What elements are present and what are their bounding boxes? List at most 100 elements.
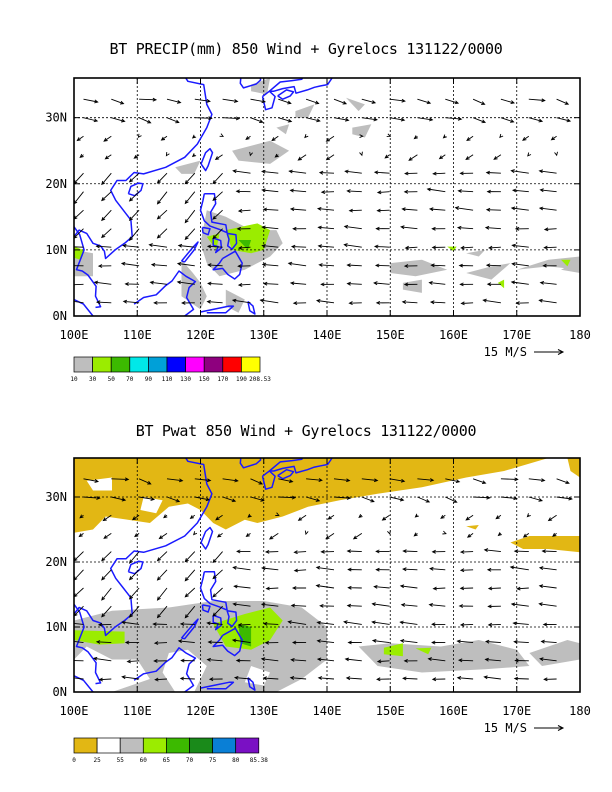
wind-arrow xyxy=(153,658,168,663)
coastline xyxy=(133,647,197,692)
wind-arrow xyxy=(472,98,486,105)
wind-arrow xyxy=(158,533,168,540)
wind-arrow xyxy=(206,657,223,662)
wind-arrow xyxy=(319,603,335,608)
shaded-region xyxy=(561,259,571,267)
wind-arrow xyxy=(376,190,390,195)
wind-arrow xyxy=(92,656,112,662)
x-tick-label: 120E xyxy=(186,328,215,342)
colorbar-swatch xyxy=(189,737,213,754)
colorbar-swatch xyxy=(185,356,205,373)
wind-arrow xyxy=(413,135,419,140)
colorbar-swatch xyxy=(73,737,98,754)
shaded-region xyxy=(466,525,479,530)
wind-arrow xyxy=(232,602,251,607)
wind-arrow xyxy=(465,154,474,160)
wind-arrow xyxy=(264,640,279,645)
wind-arrow xyxy=(327,514,335,520)
wind-arrow xyxy=(212,172,223,185)
wind-arrow xyxy=(231,298,251,304)
wind-arrow xyxy=(180,658,195,663)
colorbar-label: 75 xyxy=(209,757,217,764)
wind-arrow xyxy=(290,603,307,608)
wind-arrow xyxy=(373,244,390,249)
wind-arrow xyxy=(261,262,279,267)
x-tick-label: 150E xyxy=(376,704,405,718)
wind-arrow xyxy=(487,604,501,609)
plot-area xyxy=(74,78,580,316)
wind-arrow xyxy=(375,300,390,305)
wind-arrow xyxy=(179,676,195,681)
wind-arrow xyxy=(556,478,570,485)
wind-arrow xyxy=(305,496,321,502)
wind-arrow xyxy=(122,299,140,304)
wind-arrow xyxy=(153,300,168,305)
wind-arrow xyxy=(247,513,252,518)
wind-arrow xyxy=(275,512,280,516)
wind-arrow xyxy=(134,533,140,538)
wind-arrow xyxy=(154,677,168,682)
wind-arrow xyxy=(514,658,529,663)
wind-arrow xyxy=(347,585,362,590)
y-tick-label: 30N xyxy=(45,490,67,504)
wind-arrow xyxy=(76,135,84,142)
wind-arrow xyxy=(78,533,84,538)
wind-reference-label: 15 M/S xyxy=(484,345,527,359)
wind-arrow xyxy=(278,478,294,483)
wind-arrow xyxy=(237,246,251,250)
colorbar-label: 30 xyxy=(89,376,97,383)
wind-arrow xyxy=(233,675,251,680)
colorbar-label: 85.38 xyxy=(250,757,268,764)
wind-arrow xyxy=(320,549,335,554)
shaded-region xyxy=(390,259,448,277)
wind-arrow xyxy=(417,496,431,503)
shaded-region xyxy=(232,140,290,164)
coastline xyxy=(180,241,199,263)
wind-arrow xyxy=(359,151,363,157)
shaded-region xyxy=(74,630,125,645)
wind-arrow xyxy=(222,478,239,483)
wind-arrow xyxy=(539,280,557,285)
wind-arrow xyxy=(101,172,112,186)
chart-title: BT PRECIP(mm) 850 Wind + Gyrelocs 131122… xyxy=(109,40,503,58)
wind-arrow xyxy=(426,187,446,193)
coastline xyxy=(261,470,276,490)
wind-arrow xyxy=(293,568,307,573)
wind-arrow xyxy=(316,639,335,644)
y-tick-label: 10N xyxy=(45,620,67,634)
wind-arrow xyxy=(212,569,223,580)
wind-arrow xyxy=(538,584,557,589)
wind-arrow xyxy=(212,228,223,240)
wind-arrow xyxy=(376,659,390,664)
wind-arrow xyxy=(346,281,362,286)
wind-arrow xyxy=(111,98,125,105)
wind-arrow xyxy=(459,622,474,627)
wind-arrow xyxy=(304,133,309,139)
wind-arrow xyxy=(101,587,112,601)
wind-arrow xyxy=(126,659,140,664)
wind-arrow xyxy=(131,514,140,521)
wind-arrow xyxy=(235,189,251,194)
wind-arrow xyxy=(458,604,474,608)
wind-arrow xyxy=(456,639,474,644)
wind-arrow xyxy=(527,152,532,157)
wind-arrow xyxy=(316,620,335,625)
shaded-region xyxy=(175,160,201,174)
wind-arrow xyxy=(74,569,84,581)
x-tick-label: 130E xyxy=(249,704,278,718)
wind-arrow xyxy=(237,264,251,269)
wind-arrow xyxy=(250,98,267,104)
shaded-region xyxy=(140,497,163,514)
wind-arrow xyxy=(445,116,463,121)
wind-arrow xyxy=(102,514,112,522)
wind-arrow xyxy=(74,282,84,287)
wind-arrow xyxy=(74,301,84,304)
wind-arrow xyxy=(214,154,223,160)
wind-arrow xyxy=(292,301,307,306)
wind-arrow xyxy=(74,641,84,644)
wind-arrow xyxy=(194,98,211,103)
y-tick-label: 10N xyxy=(45,243,67,257)
wind-arrow xyxy=(445,496,458,503)
wind-arrow xyxy=(404,245,418,250)
colorbar-label: 70 xyxy=(186,757,194,764)
